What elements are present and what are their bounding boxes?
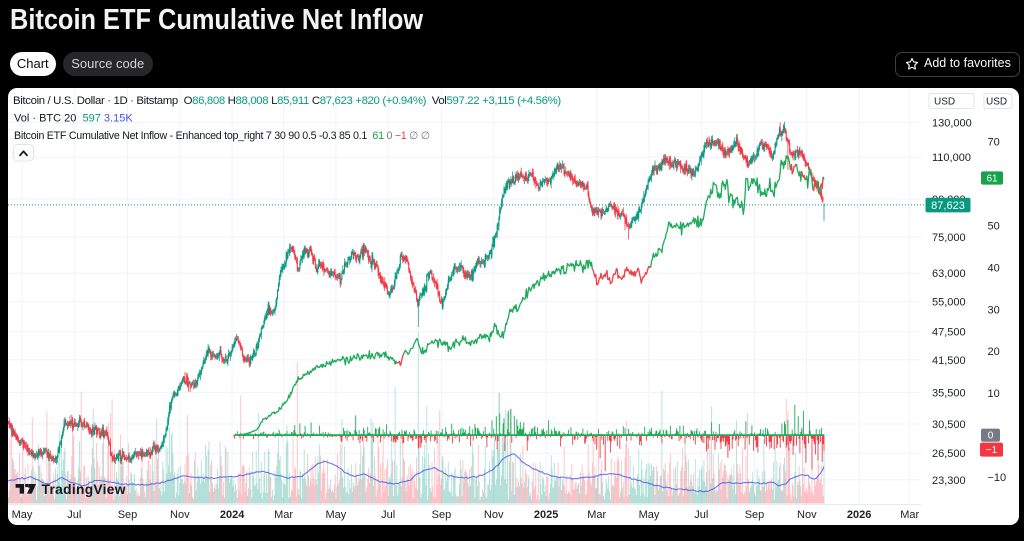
svg-text:Nov: Nov: [170, 509, 190, 521]
svg-text:May: May: [639, 509, 660, 521]
svg-text:41,500: 41,500: [932, 355, 966, 367]
svg-text:USD: USD: [986, 96, 1007, 107]
svg-text:55,000: 55,000: [932, 296, 966, 308]
svg-text:10: 10: [988, 388, 1000, 400]
svg-text:Nov: Nov: [484, 509, 504, 521]
svg-text:47,500: 47,500: [932, 327, 966, 339]
svg-text:Jul: Jul: [67, 509, 81, 521]
svg-text:75,000: 75,000: [932, 232, 966, 244]
svg-text:50: 50: [988, 221, 1000, 233]
svg-text:130,000: 130,000: [932, 118, 972, 130]
svg-text:Sep: Sep: [118, 509, 138, 521]
svg-text:Nov: Nov: [797, 509, 817, 521]
svg-text:Mar: Mar: [900, 509, 919, 521]
svg-text:23,300: 23,300: [932, 475, 966, 487]
svg-text:20: 20: [988, 346, 1000, 358]
svg-text:May: May: [326, 509, 347, 521]
svg-text:Vol · BTC 20 597 3.15K: Vol · BTC 20 597 3.15K: [14, 112, 133, 124]
svg-text:Jul: Jul: [694, 509, 708, 521]
svg-text:−1: −1: [986, 445, 998, 456]
svg-text:87,623: 87,623: [931, 200, 965, 212]
svg-text:Mar: Mar: [587, 509, 606, 521]
svg-text:−10: −10: [988, 472, 1007, 484]
svg-text:TradingView: TradingView: [42, 482, 126, 497]
svg-text:Bitcoin ETF Cumulative Net Inf: Bitcoin ETF Cumulative Net Inflow - Enha…: [14, 130, 430, 142]
svg-text:Jul: Jul: [381, 509, 395, 521]
svg-text:110,000: 110,000: [932, 152, 971, 164]
svg-text:61: 61: [986, 173, 998, 184]
svg-text:40: 40: [988, 262, 1000, 274]
svg-text:Sep: Sep: [745, 509, 765, 521]
svg-text:0: 0: [988, 431, 994, 442]
svg-text:30,500: 30,500: [932, 419, 966, 431]
svg-text:2024: 2024: [220, 509, 245, 521]
svg-text:30: 30: [988, 304, 1000, 316]
svg-text:2026: 2026: [847, 509, 871, 521]
svg-text:2025: 2025: [534, 509, 558, 521]
svg-text:Bitcoin / U.S. Dollar · 1D · B: Bitcoin / U.S. Dollar · 1D · Bitstamp O8…: [13, 95, 561, 107]
svg-text:Sep: Sep: [432, 509, 452, 521]
svg-text:May: May: [12, 509, 33, 521]
svg-text:35,500: 35,500: [932, 387, 966, 399]
svg-text:USD: USD: [934, 96, 955, 107]
svg-text:Mar: Mar: [274, 509, 293, 521]
svg-text:26,500: 26,500: [932, 448, 966, 460]
svg-text:63,000: 63,000: [932, 268, 966, 280]
svg-text:70: 70: [988, 137, 1000, 149]
